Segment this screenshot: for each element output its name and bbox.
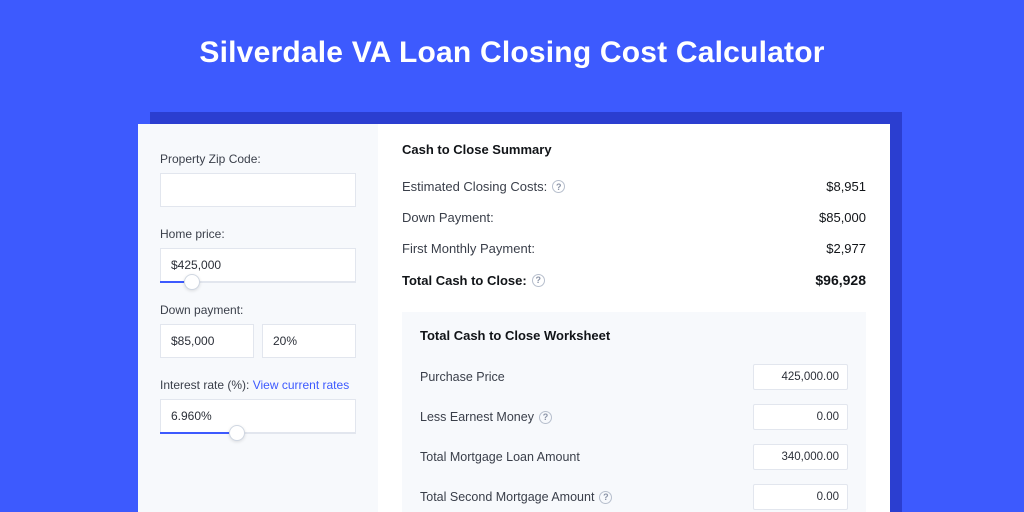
worksheet-label: Total Second Mortgage Amount ? [420,490,612,504]
worksheet-row: Less Earnest Money ? [420,397,848,437]
home-price-label: Home price: [160,227,356,241]
summary-label-text: First Monthly Payment: [402,241,535,256]
summary-row: Estimated Closing Costs: ? $8,951 [402,171,866,202]
summary-total-value: $96,928 [815,272,866,288]
interest-slider[interactable] [160,432,356,434]
summary-label: Estimated Closing Costs: ? [402,179,565,194]
summary-label: Down Payment: [402,210,494,225]
calculator-card: Property Zip Code: Home price: Down paym… [138,124,890,512]
view-rates-link[interactable]: View current rates [253,378,350,392]
results-main: Cash to Close Summary Estimated Closing … [378,124,890,512]
form-sidebar: Property Zip Code: Home price: Down paym… [138,124,378,512]
slider-thumb[interactable] [184,274,200,290]
worksheet-title: Total Cash to Close Worksheet [420,328,848,343]
help-icon[interactable]: ? [539,411,552,424]
help-icon[interactable]: ? [532,274,545,287]
summary-row: First Monthly Payment: $2,977 [402,233,866,264]
down-payment-label: Down payment: [160,303,356,317]
slider-thumb[interactable] [229,425,245,441]
field-zip: Property Zip Code: [160,152,356,207]
help-icon[interactable]: ? [552,180,565,193]
zip-label: Property Zip Code: [160,152,356,166]
slider-fill [160,432,229,434]
summary-total-row: Total Cash to Close: ? $96,928 [402,264,866,296]
interest-label: Interest rate (%): View current rates [160,378,356,392]
field-down-payment: Down payment: [160,303,356,358]
help-icon[interactable]: ? [599,491,612,504]
summary-value: $85,000 [819,210,866,225]
worksheet-label: Total Mortgage Loan Amount [420,450,580,464]
worksheet-row: Total Second Mortgage Amount ? [420,477,848,512]
worksheet-panel: Total Cash to Close Worksheet Purchase P… [402,312,866,512]
slider-fill [160,281,184,283]
summary-label-text: Down Payment: [402,210,494,225]
home-price-slider[interactable] [160,281,356,283]
down-payment-input[interactable] [160,324,254,358]
worksheet-label-text: Less Earnest Money [420,410,534,424]
summary-row: Down Payment: $85,000 [402,202,866,233]
worksheet-input[interactable] [753,364,848,390]
down-payment-pct-input[interactable] [262,324,356,358]
worksheet-label-text: Total Mortgage Loan Amount [420,450,580,464]
summary-title: Cash to Close Summary [402,142,866,157]
worksheet-row: Purchase Price [420,357,848,397]
summary-total-label: Total Cash to Close: ? [402,273,545,288]
worksheet-input[interactable] [753,404,848,430]
zip-input[interactable] [160,173,356,207]
summary-label: First Monthly Payment: [402,241,535,256]
worksheet-label-text: Total Second Mortgage Amount [420,490,594,504]
worksheet-label: Purchase Price [420,370,505,384]
interest-input[interactable] [160,399,356,433]
field-home-price: Home price: [160,227,356,283]
worksheet-label: Less Earnest Money ? [420,410,552,424]
summary-label-text: Total Cash to Close: [402,273,527,288]
worksheet-input[interactable] [753,444,848,470]
worksheet-label-text: Purchase Price [420,370,505,384]
page-title: Silverdale VA Loan Closing Cost Calculat… [0,0,1024,70]
summary-value: $2,977 [826,241,866,256]
summary-value: $8,951 [826,179,866,194]
field-interest: Interest rate (%): View current rates [160,378,356,434]
summary-label-text: Estimated Closing Costs: [402,179,547,194]
worksheet-row: Total Mortgage Loan Amount [420,437,848,477]
interest-label-text: Interest rate (%): [160,378,253,392]
worksheet-input[interactable] [753,484,848,510]
